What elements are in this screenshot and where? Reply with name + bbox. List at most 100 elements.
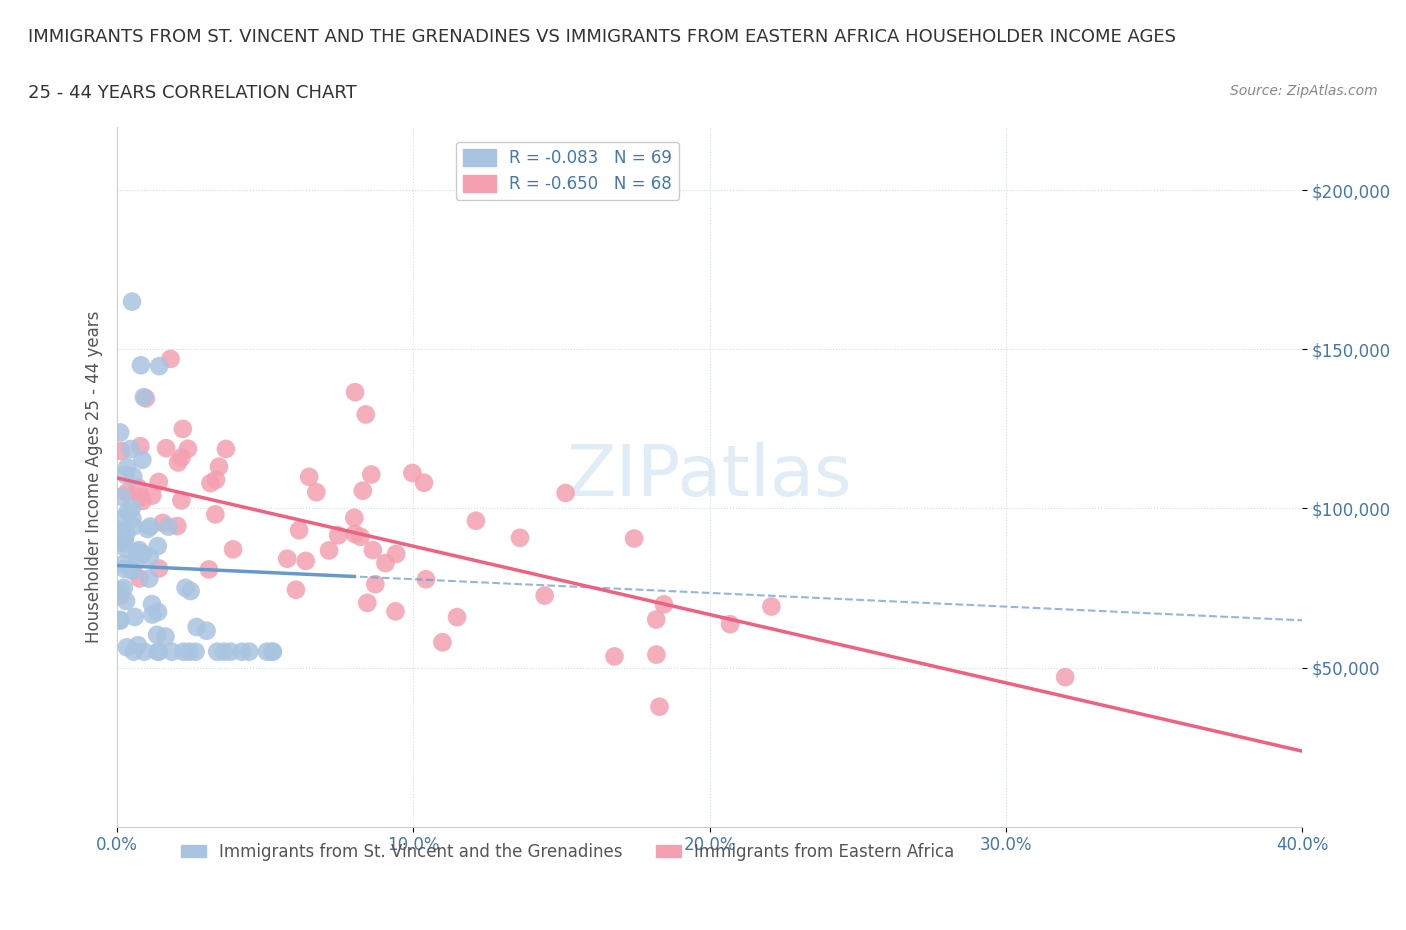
Immigrants from St. Vincent and the Grenadines <box>129 358 152 373</box>
Immigrants from Eastern Africa <box>222 542 245 557</box>
Immigrants from Eastern Africa <box>761 599 783 614</box>
Immigrants from Eastern Africa <box>200 475 222 490</box>
Immigrants from Eastern Africa <box>148 474 170 489</box>
Immigrants from St. Vincent and the Grenadines <box>108 525 131 540</box>
Immigrants from St. Vincent and the Grenadines <box>141 607 163 622</box>
Immigrants from St. Vincent and the Grenadines <box>195 623 218 638</box>
Immigrants from St. Vincent and the Grenadines <box>122 519 145 534</box>
Immigrants from St. Vincent and the Grenadines <box>146 628 169 643</box>
Immigrants from Eastern Africa <box>198 562 221 577</box>
Immigrants from St. Vincent and the Grenadines <box>112 580 135 595</box>
Immigrants from Eastern Africa <box>115 485 138 500</box>
Immigrants from St. Vincent and the Grenadines <box>179 644 201 659</box>
Immigrants from Eastern Africa <box>205 472 228 487</box>
Immigrants from Eastern Africa <box>446 610 468 625</box>
Immigrants from Eastern Africa <box>343 511 366 525</box>
Immigrants from St. Vincent and the Grenadines <box>114 468 136 483</box>
Immigrants from Eastern Africa <box>208 459 231 474</box>
Immigrants from Eastern Africa <box>110 444 132 458</box>
Immigrants from St. Vincent and the Grenadines <box>120 442 142 457</box>
Immigrants from St. Vincent and the Grenadines <box>219 644 242 659</box>
Immigrants from St. Vincent and the Grenadines <box>121 564 143 578</box>
Immigrants from St. Vincent and the Grenadines <box>157 519 180 534</box>
Immigrants from Eastern Africa <box>128 571 150 586</box>
Immigrants from Eastern Africa <box>344 385 367 400</box>
Immigrants from Eastern Africa <box>718 617 741 631</box>
Immigrants from St. Vincent and the Grenadines <box>180 584 202 599</box>
Immigrants from St. Vincent and the Grenadines <box>108 613 131 628</box>
Immigrants from St. Vincent and the Grenadines <box>115 526 138 541</box>
Immigrants from St. Vincent and the Grenadines <box>134 644 156 659</box>
Immigrants from St. Vincent and the Grenadines <box>136 522 159 537</box>
Immigrants from Eastern Africa <box>352 484 374 498</box>
Immigrants from St. Vincent and the Grenadines <box>124 609 146 624</box>
Immigrants from St. Vincent and the Grenadines <box>111 536 134 551</box>
Immigrants from Eastern Africa <box>384 604 406 618</box>
Immigrants from Eastern Africa <box>148 561 170 576</box>
Immigrants from Eastern Africa <box>413 475 436 490</box>
Text: 25 - 44 YEARS CORRELATION CHART: 25 - 44 YEARS CORRELATION CHART <box>28 84 357 101</box>
Immigrants from Eastern Africa <box>603 649 626 664</box>
Y-axis label: Householder Income Ages 25 - 44 years: Householder Income Ages 25 - 44 years <box>86 311 103 643</box>
Immigrants from Eastern Africa <box>152 515 174 530</box>
Immigrants from St. Vincent and the Grenadines <box>174 580 197 595</box>
Immigrants from Eastern Africa <box>328 528 350 543</box>
Immigrants from Eastern Africa <box>167 455 190 470</box>
Immigrants from Eastern Africa <box>354 407 377 422</box>
Immigrants from Eastern Africa <box>360 467 382 482</box>
Immigrants from St. Vincent and the Grenadines <box>141 597 163 612</box>
Immigrants from Eastern Africa <box>284 582 307 597</box>
Immigrants from Eastern Africa <box>305 485 328 499</box>
Immigrants from Eastern Africa <box>204 507 226 522</box>
Immigrants from Eastern Africa <box>374 555 396 570</box>
Immigrants from St. Vincent and the Grenadines <box>114 532 136 547</box>
Immigrants from St. Vincent and the Grenadines <box>108 523 131 538</box>
Immigrants from Eastern Africa <box>108 589 131 604</box>
Immigrants from St. Vincent and the Grenadines <box>146 538 169 553</box>
Immigrants from Eastern Africa <box>129 439 152 454</box>
Immigrants from St. Vincent and the Grenadines <box>115 593 138 608</box>
Immigrants from St. Vincent and the Grenadines <box>231 644 253 659</box>
Immigrants from St. Vincent and the Grenadines <box>122 644 145 659</box>
Immigrants from St. Vincent and the Grenadines <box>108 583 131 598</box>
Immigrants from Eastern Africa <box>294 553 316 568</box>
Immigrants from Eastern Africa <box>108 535 131 550</box>
Immigrants from St. Vincent and the Grenadines <box>114 562 136 577</box>
Immigrants from St. Vincent and the Grenadines <box>121 512 143 526</box>
Immigrants from St. Vincent and the Grenadines <box>139 550 162 565</box>
Immigrants from St. Vincent and the Grenadines <box>207 644 229 659</box>
Text: IMMIGRANTS FROM ST. VINCENT AND THE GRENADINES VS IMMIGRANTS FROM EASTERN AFRICA: IMMIGRANTS FROM ST. VINCENT AND THE GREN… <box>28 28 1177 46</box>
Immigrants from St. Vincent and the Grenadines <box>148 644 170 659</box>
Immigrants from St. Vincent and the Grenadines <box>132 546 155 561</box>
Immigrants from Eastern Africa <box>215 442 238 457</box>
Immigrants from Eastern Africa <box>1054 670 1077 684</box>
Immigrants from Eastern Africa <box>623 531 645 546</box>
Immigrants from St. Vincent and the Grenadines <box>146 644 169 659</box>
Immigrants from Eastern Africa <box>401 466 423 481</box>
Immigrants from Eastern Africa <box>509 530 531 545</box>
Immigrants from Eastern Africa <box>554 485 576 500</box>
Immigrants from St. Vincent and the Grenadines <box>138 571 160 586</box>
Immigrants from St. Vincent and the Grenadines <box>238 644 260 659</box>
Immigrants from Eastern Africa <box>141 488 163 503</box>
Immigrants from St. Vincent and the Grenadines <box>155 629 177 644</box>
Immigrants from St. Vincent and the Grenadines <box>127 551 149 565</box>
Immigrants from Eastern Africa <box>652 597 675 612</box>
Immigrants from Eastern Africa <box>415 572 437 587</box>
Immigrants from St. Vincent and the Grenadines <box>110 512 132 526</box>
Immigrants from Eastern Africa <box>298 470 321 485</box>
Immigrants from St. Vincent and the Grenadines <box>122 469 145 484</box>
Immigrants from Eastern Africa <box>432 635 454 650</box>
Immigrants from Eastern Africa <box>364 577 387 591</box>
Text: Source: ZipAtlas.com: Source: ZipAtlas.com <box>1230 84 1378 98</box>
Immigrants from St. Vincent and the Grenadines <box>127 638 149 653</box>
Immigrants from St. Vincent and the Grenadines <box>139 519 162 534</box>
Legend: Immigrants from St. Vincent and the Grenadines, Immigrants from Eastern Africa: Immigrants from St. Vincent and the Gren… <box>174 836 962 868</box>
Immigrants from St. Vincent and the Grenadines <box>256 644 278 659</box>
Immigrants from St. Vincent and the Grenadines <box>108 425 131 440</box>
Immigrants from St. Vincent and the Grenadines <box>120 563 142 578</box>
Immigrants from Eastern Africa <box>127 480 149 495</box>
Immigrants from Eastern Africa <box>159 352 181 366</box>
Immigrants from Eastern Africa <box>648 699 671 714</box>
Immigrants from Eastern Africa <box>288 523 311 538</box>
